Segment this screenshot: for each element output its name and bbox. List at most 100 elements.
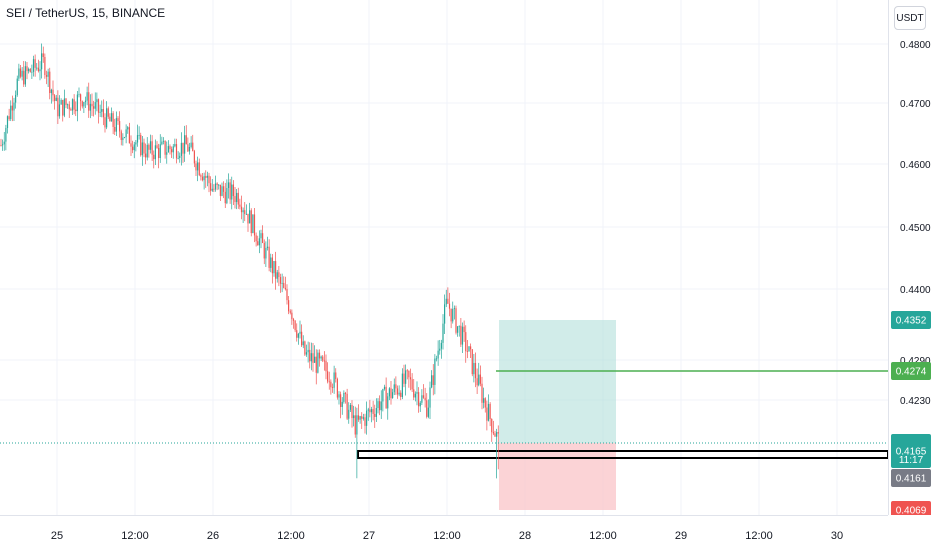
candle (497, 425, 499, 470)
candle-body (130, 143, 132, 147)
candle-body (413, 389, 415, 398)
candle-body (283, 282, 285, 288)
support-rectangle (357, 450, 889, 459)
candle (63, 89, 65, 118)
candle (37, 59, 39, 73)
candle (83, 101, 85, 114)
candle-body (112, 113, 114, 127)
candle-body (89, 103, 91, 111)
candle (141, 136, 143, 166)
candle-body (70, 109, 72, 111)
candle-body (60, 100, 62, 105)
candle-body (486, 407, 488, 421)
candle-body (496, 432, 498, 437)
time-tick-label: 25 (51, 530, 63, 542)
candle (275, 251, 277, 290)
candle (88, 82, 90, 118)
candle (442, 314, 444, 350)
candle-body (302, 341, 304, 346)
candlestick-chart[interactable] (0, 0, 889, 515)
candle-body (213, 188, 215, 190)
candle-body (224, 191, 226, 204)
candle-body (78, 94, 80, 96)
candle (424, 387, 426, 408)
candle-body (239, 204, 241, 207)
candle (349, 402, 351, 413)
candle-body (81, 101, 83, 107)
candle-body (136, 135, 139, 143)
candle (366, 401, 368, 435)
candle-body (479, 374, 481, 384)
candle-body (403, 373, 405, 384)
candle-body (167, 146, 169, 153)
candle-body (453, 308, 455, 310)
candle (110, 107, 113, 122)
candle (401, 368, 403, 400)
candle (70, 107, 72, 111)
candle (97, 98, 100, 124)
candle (67, 103, 69, 109)
time-tick-label: 30 (831, 530, 843, 542)
candle (125, 124, 127, 144)
candle-body (470, 346, 472, 350)
time-scale[interactable]: 25 12:00 26 12:00 27 12:00 28 12:00 29 12:00 30 (0, 516, 888, 551)
candle (323, 351, 325, 371)
candle (138, 126, 140, 140)
candle-body (382, 389, 384, 402)
candle-body (94, 102, 96, 109)
candle (205, 170, 207, 188)
candle (203, 172, 205, 190)
candle (223, 181, 225, 199)
candle (262, 225, 264, 244)
time-axis[interactable]: 25 12:00 26 12:00 27 12:00 28 12:00 29 12:00 30 (0, 515, 888, 551)
candle (143, 138, 145, 158)
candle (171, 146, 173, 159)
candle-body (341, 401, 343, 407)
candle (231, 176, 233, 210)
candle (474, 352, 477, 388)
candle (418, 387, 420, 413)
candle (120, 129, 122, 146)
candle (406, 368, 408, 380)
candle (201, 172, 204, 182)
candle-body (237, 192, 239, 205)
candle (0, 138, 2, 147)
candle-body (80, 94, 82, 102)
candle-body (450, 308, 452, 322)
candle-body (388, 388, 390, 397)
candle-body (286, 289, 288, 301)
candle-body (348, 409, 350, 419)
candle (214, 175, 217, 192)
candle-body (58, 104, 61, 117)
candle-body (374, 413, 376, 417)
candle (484, 397, 486, 413)
candle-body (210, 183, 212, 191)
candle-body (15, 94, 17, 103)
candle (314, 345, 316, 363)
candle (255, 232, 257, 247)
candle (153, 150, 155, 169)
currency-button[interactable]: USDT (894, 6, 926, 30)
candle (388, 387, 390, 401)
candle-body (483, 398, 485, 403)
candle-body (253, 214, 256, 236)
candle (192, 134, 194, 152)
candle-body (331, 387, 334, 389)
candle (439, 339, 441, 355)
gray-price-tag-bg (891, 469, 931, 487)
candle (19, 64, 22, 79)
candle (327, 362, 329, 384)
candle-body (247, 213, 249, 224)
chart-pane[interactable] (0, 0, 889, 515)
candle-body (361, 416, 363, 419)
price-axis[interactable]: 0.4800 0.4700 0.4600 0.4500 0.4400 0.4290 0.42… (888, 0, 932, 519)
candle (291, 309, 293, 325)
candle-body (250, 210, 252, 234)
candle-body (359, 416, 361, 420)
candle (335, 368, 337, 383)
candle-body (195, 163, 197, 171)
candle-body (366, 410, 368, 426)
candle (117, 116, 119, 125)
candle-body (234, 196, 236, 203)
price-scale[interactable]: 0.48000.47000.46000.45000.44000.42900.42… (889, 0, 932, 519)
